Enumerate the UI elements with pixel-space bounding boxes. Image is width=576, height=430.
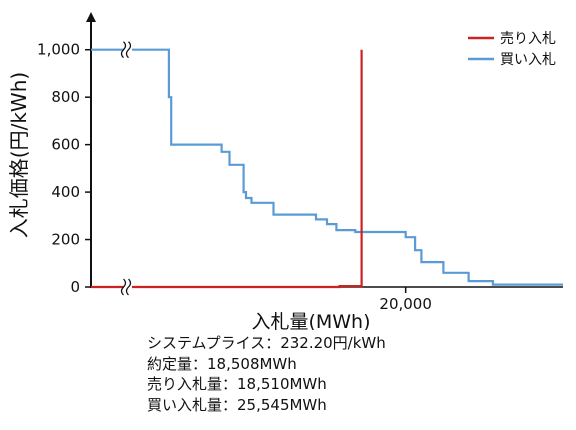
series-line-buy — [91, 48, 563, 286]
y-tick-label: 600 — [51, 136, 80, 154]
y-axis-label: 入札価格(円/kWh) — [7, 72, 31, 238]
x-tick-label: 20,000 — [379, 295, 432, 313]
contract-volume-text: 約定量：18,508MWh — [147, 354, 297, 373]
bid-curve-chart: 0 200 400 600 800 1,000 20,000 入札価格(円/kWh) 入札… — [7, 12, 563, 330]
axis-break-mark — [125, 278, 132, 296]
axes — [86, 12, 563, 288]
y-tick-label: 200 — [51, 231, 80, 249]
y-tick-label: 400 — [51, 183, 80, 201]
system-price-text: システムプライス：232.20円/kWh — [147, 334, 386, 352]
series-layer — [91, 48, 563, 289]
y-tick-labels: 0 200 400 600 800 1,000 — [37, 41, 91, 296]
buy-volume-text: 買い入札量：25,545MWh — [147, 395, 327, 414]
axis-break-mark — [125, 41, 132, 59]
series-line-sell — [91, 49, 363, 289]
y-tick-label: 800 — [51, 88, 80, 106]
legend-label: 売り入札 — [500, 31, 556, 47]
x-tick-labels: 20,000 — [379, 287, 432, 313]
axis-break-mark — [120, 41, 127, 59]
y-axis-arrow-icon — [86, 12, 96, 22]
market-summary: システムプライス：232.20円/kWh 約定量：18,508MWh 売り入札量… — [147, 333, 386, 415]
sell-volume-text: 売り入札量：18,510MWh — [147, 375, 327, 393]
axis-break-mark — [120, 278, 127, 296]
y-tick-label: 0 — [70, 278, 80, 296]
axis-break-marks — [120, 41, 132, 296]
legend-label: 買い入札 — [500, 52, 556, 68]
x-axis-label: 入札量(MWh) — [251, 311, 370, 330]
y-tick-label: 1,000 — [37, 41, 80, 59]
